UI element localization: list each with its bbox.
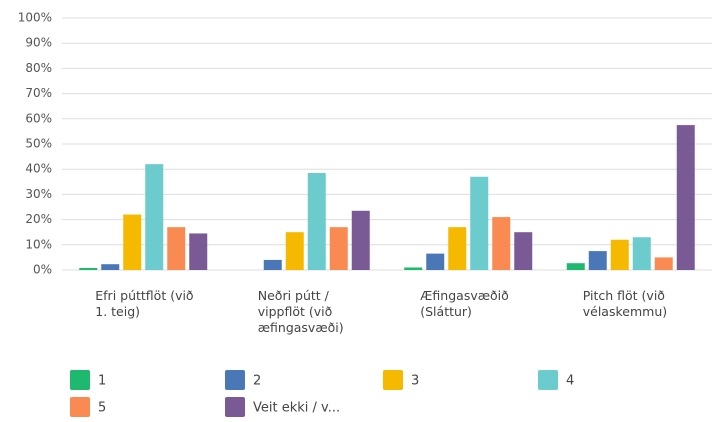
bar [79, 267, 98, 270]
bar [676, 125, 695, 270]
bar [167, 227, 186, 270]
legend-label: 3 [411, 374, 419, 389]
bar [404, 267, 423, 270]
y-tick-label: 100% [18, 11, 52, 25]
x-tick-label-box: Efri púttflöt (við 1. teig) [95, 288, 194, 319]
x-tick-label-box: Neðri pútt / vippflöt (við æfingasvæði) [257, 288, 344, 335]
bar [101, 264, 120, 270]
x-tick-label-box: Pitch flöt (við vélaskemmu) [582, 288, 668, 319]
x-tick-label-box: Æfingasvæðið (Sláttur) [420, 288, 509, 319]
y-tick-label: 10% [25, 237, 52, 251]
bar [351, 210, 370, 270]
y-tick-label: 20% [25, 212, 52, 226]
legend-swatch [225, 370, 245, 390]
y-tick-label: 40% [25, 162, 52, 176]
bar [514, 232, 533, 270]
legend-label: 2 [253, 374, 261, 389]
legend-label: 1 [98, 374, 106, 389]
y-tick-label: 30% [25, 187, 52, 201]
y-tick-label: 0% [33, 263, 52, 277]
bar [285, 232, 304, 270]
x-tick-label: Æfingasvæðið (Sláttur) [420, 288, 509, 319]
y-tick-label: 70% [25, 86, 52, 100]
y-tick-label: 90% [25, 36, 52, 50]
bar [329, 227, 348, 270]
bar [263, 259, 282, 270]
bar [632, 237, 651, 270]
x-tick-label: Pitch flöt (við vélaskemmu) [582, 288, 668, 319]
legend-swatch [70, 397, 90, 417]
bar [123, 214, 142, 270]
x-tick-label: Neðri pútt / vippflöt (við æfingasvæði) [257, 288, 344, 335]
legend-swatch [383, 370, 403, 390]
legend-swatch [70, 370, 90, 390]
legend-swatch [538, 370, 558, 390]
legend-label: 4 [566, 374, 574, 389]
legend-label: 5 [98, 401, 106, 416]
legend-swatch [225, 397, 245, 417]
bar [654, 257, 673, 270]
x-tick-label: Efri púttflöt (við 1. teig) [95, 288, 194, 319]
bar [588, 251, 607, 270]
y-tick-label: 80% [25, 61, 52, 75]
legend-label: Veit ekki / v... [253, 401, 340, 416]
y-tick-label: 50% [25, 137, 52, 151]
bar [426, 253, 445, 270]
bar [610, 239, 629, 270]
y-tick-label: 60% [25, 111, 52, 125]
bar [307, 172, 326, 270]
bar [492, 217, 511, 270]
bar [566, 263, 585, 270]
bar [189, 233, 208, 270]
bar [145, 164, 164, 270]
bar [448, 227, 467, 270]
bar [470, 176, 489, 270]
